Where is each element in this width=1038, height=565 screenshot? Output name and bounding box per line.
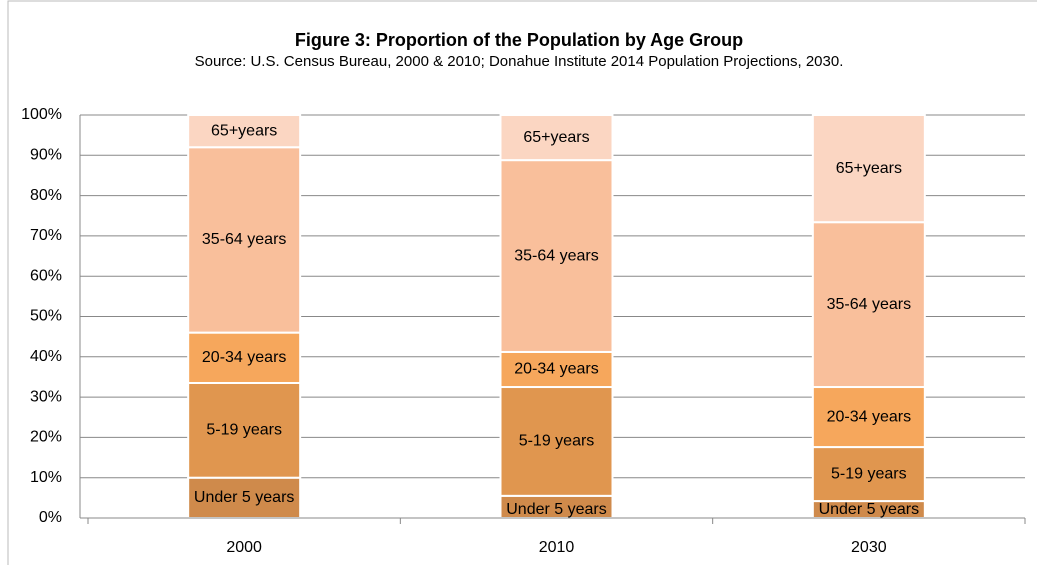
bar-segment [187,381,302,479]
chart-title: Figure 3: Proportion of the Population b… [294,30,744,50]
segment-label: 5-19 years [519,433,595,450]
y-tick-label: 10% [30,469,62,486]
x-tick-label: 2010 [539,539,575,556]
segment-label: 20-34 years [202,349,287,366]
y-tick-label: 0% [39,509,62,526]
segment-label: 65+years [836,160,902,177]
segment-label: 35-64 years [514,247,599,264]
segment-label: Under 5 years [506,501,607,518]
y-tick-label: 60% [30,267,62,284]
bar-segment [499,114,614,162]
bar-segment [499,386,614,497]
y-tick-label: 80% [30,187,62,204]
segment-label: Under 5 years [819,501,920,518]
y-tick-label: 30% [30,388,62,405]
segment-label: Under 5 years [194,489,295,506]
segment-label: 65+years [211,122,277,139]
y-tick-label: 50% [30,308,62,325]
y-tick-label: 20% [30,429,62,446]
bar-segment [811,446,926,503]
y-tick-label: 40% [30,348,62,365]
bar-segment [187,146,302,334]
header: Figure 3: Proportion of the Population b… [169,30,869,73]
y-tick-label: 70% [30,227,62,244]
bar-segment [811,114,926,224]
segment-label: 20-34 years [827,408,912,425]
frame [7,0,1037,565]
bar-segment [187,114,302,149]
y-tick-label: 90% [30,147,62,164]
segment-label: 35-64 years [827,296,912,313]
x-tick-label: 2000 [226,539,262,556]
x-tick-label: 2030 [851,539,887,556]
chart-subtitle: Source: U.S. Census Bureau, 2000 & 2010;… [194,53,844,70]
segment-label: 35-64 years [202,231,287,248]
segment-label: 65+years [523,129,589,146]
bar-segment [499,159,614,353]
y-tick-label: 100% [21,106,62,123]
segment-label: 5-19 years [831,465,907,482]
segment-label: 5-19 years [206,422,282,439]
bar-segment [499,350,614,389]
segment-label: 20-34 years [514,361,599,378]
